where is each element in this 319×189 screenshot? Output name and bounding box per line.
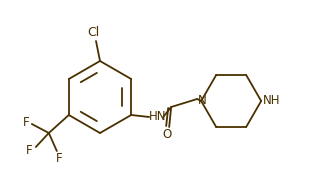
Text: O: O	[163, 129, 172, 142]
Text: N: N	[198, 94, 206, 108]
Text: Cl: Cl	[87, 26, 99, 39]
Text: F: F	[26, 143, 32, 156]
Text: F: F	[56, 152, 62, 164]
Text: HN: HN	[148, 111, 166, 123]
Text: NH: NH	[263, 94, 281, 108]
Text: F: F	[23, 116, 29, 129]
